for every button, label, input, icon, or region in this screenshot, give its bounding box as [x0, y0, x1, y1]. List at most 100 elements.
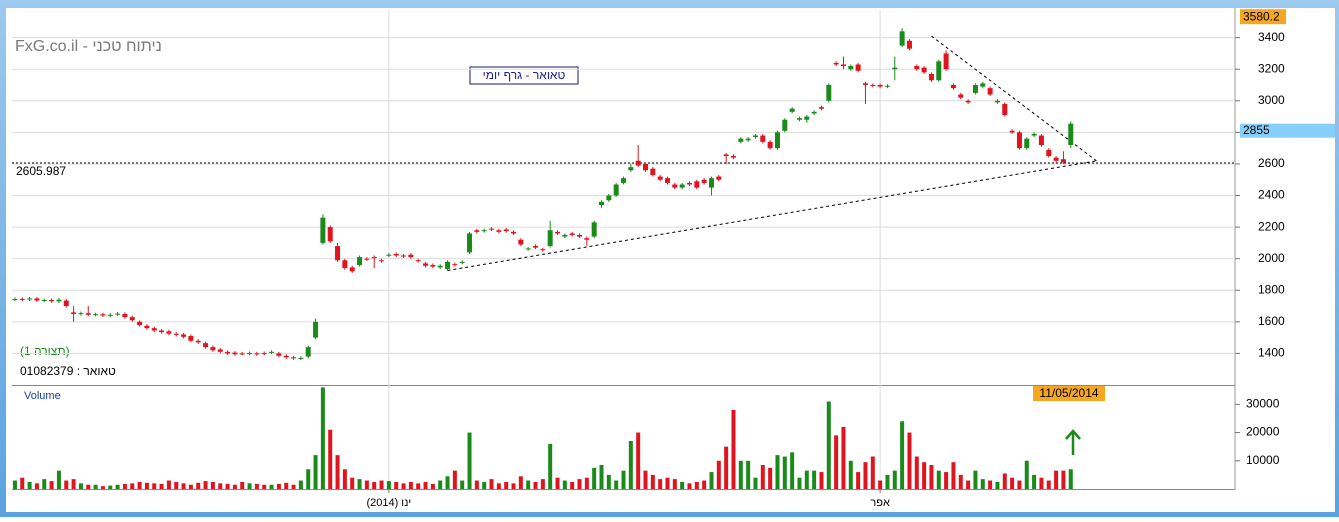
volume-tick-label: 20000 — [1246, 425, 1280, 439]
candle-body — [547, 230, 553, 247]
candle-body — [371, 257, 377, 259]
volume-bar — [804, 470, 809, 489]
volume-bar — [379, 480, 384, 489]
security-label: טאואר : 01082379 — [20, 364, 116, 378]
volume-bar — [108, 485, 113, 489]
volume-bar — [291, 484, 296, 489]
volume-bar — [416, 483, 421, 489]
candle-body — [613, 184, 619, 196]
candle-body — [496, 230, 502, 232]
volume-bar — [555, 477, 560, 489]
candle-body — [467, 233, 473, 253]
candle-body — [591, 222, 597, 237]
candle-body — [657, 176, 663, 180]
price-tag-last: 2855 — [1243, 123, 1270, 137]
volume-bar — [232, 484, 237, 489]
candle-body — [503, 229, 509, 232]
volume-bar — [188, 484, 193, 489]
candle-body — [730, 156, 736, 158]
candle-body — [452, 264, 458, 266]
volume-bar — [790, 452, 795, 489]
volume-bar — [401, 483, 406, 489]
candle-body — [445, 261, 451, 269]
volume-bar — [1068, 469, 1073, 489]
volume-bar — [1046, 480, 1051, 489]
candle-body — [1031, 133, 1037, 136]
volume-bar — [181, 483, 186, 489]
candle-body — [320, 217, 326, 243]
volume-bar — [394, 481, 399, 489]
candle-body — [115, 313, 121, 315]
volume-bar — [460, 480, 465, 489]
volume-bar — [929, 465, 934, 489]
volume-bar — [533, 481, 538, 489]
candle-body — [474, 230, 480, 232]
x-tick-label: (2014) ינו — [366, 497, 411, 509]
candle-body — [936, 61, 942, 81]
volume-bar — [819, 472, 824, 489]
chart-label: טאואר - גרף יומי — [483, 68, 566, 82]
volume-bar — [694, 481, 699, 489]
volume-bar — [152, 483, 157, 489]
candle-body — [928, 73, 934, 81]
volume-bar — [570, 481, 575, 489]
candle-body — [621, 178, 626, 183]
volume-bar — [276, 483, 281, 489]
volume-bar — [841, 426, 846, 489]
candle-body — [56, 299, 62, 302]
volume-bar — [350, 477, 355, 489]
volume-bar — [650, 474, 655, 489]
candle-body — [1002, 103, 1008, 115]
candle-body — [540, 249, 546, 251]
candle-body — [166, 331, 172, 334]
volume-bar — [130, 483, 135, 489]
volume-bar — [467, 432, 472, 489]
candle-body — [664, 178, 670, 183]
volume-bar — [672, 479, 677, 489]
candle-body — [107, 314, 113, 316]
volume-bar — [100, 486, 105, 489]
volume-bar — [452, 470, 457, 489]
volume-bar — [357, 479, 362, 489]
candle-body — [349, 267, 355, 272]
volume-bar — [372, 481, 377, 489]
candle-body — [63, 300, 69, 307]
volume-bar — [914, 456, 919, 489]
volume-tick-label: 10000 — [1246, 453, 1280, 467]
volume-bar — [166, 480, 171, 489]
volume-bar — [584, 477, 589, 489]
candle-body — [584, 238, 590, 240]
volume-bar — [995, 481, 1000, 489]
candle-body — [401, 255, 407, 257]
candle-body — [291, 357, 297, 359]
candle-body — [848, 66, 854, 70]
candle-body — [752, 135, 758, 138]
candle-body — [217, 349, 223, 352]
candle-body — [203, 343, 209, 348]
pattern-label: (תצורה 1) — [20, 344, 70, 358]
volume-bar — [137, 481, 142, 489]
candle-body — [980, 83, 986, 87]
candle-body — [577, 235, 583, 237]
candle-body — [994, 100, 1000, 103]
volume-bar — [738, 460, 743, 489]
volume-bar — [518, 476, 523, 489]
volume-bar — [680, 481, 685, 489]
volume-bar — [1024, 460, 1029, 489]
y-tick-label: 1400 — [1258, 346, 1285, 360]
volume-bar — [944, 472, 949, 489]
volume-bar — [240, 481, 245, 489]
candle-body — [679, 184, 685, 188]
volume-bar — [958, 474, 963, 489]
candle-body — [335, 246, 341, 261]
candle-body — [173, 333, 179, 335]
volume-tick-label: 30000 — [1246, 397, 1280, 411]
candle-body — [892, 67, 898, 70]
trendline — [931, 35, 1097, 162]
volume-bar — [320, 387, 325, 489]
volume-bar — [526, 480, 531, 489]
volume-bar — [599, 465, 604, 489]
trendline — [447, 160, 1097, 272]
